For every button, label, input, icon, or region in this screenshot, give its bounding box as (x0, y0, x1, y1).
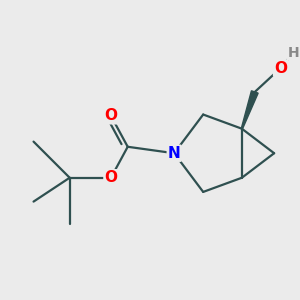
Text: H: H (288, 46, 299, 60)
Text: O: O (104, 108, 117, 123)
Polygon shape (241, 91, 258, 129)
Text: O: O (274, 61, 287, 76)
Text: O: O (104, 170, 117, 185)
Text: N: N (168, 146, 181, 161)
